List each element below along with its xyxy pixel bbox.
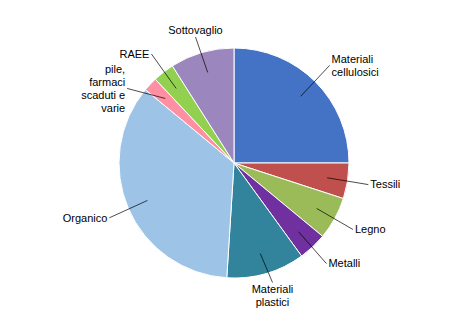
label-line: varie bbox=[101, 102, 125, 114]
label-line: Materiali bbox=[332, 53, 374, 65]
label-line: farmaci bbox=[89, 76, 125, 88]
slice-label: RAEE bbox=[119, 48, 149, 60]
slice-label: Sottovaglio bbox=[168, 24, 222, 36]
leader-line bbox=[317, 208, 353, 229]
slice-label: Tessili bbox=[370, 178, 400, 190]
slice-label: pile,farmaciscaduti evarie bbox=[81, 63, 125, 114]
label-line: RAEE bbox=[119, 48, 149, 60]
label-line: Legno bbox=[355, 223, 386, 235]
labels: MaterialicellulosiciTessiliLegnoMetalliM… bbox=[63, 24, 401, 308]
label-line: Sottovaglio bbox=[168, 24, 222, 36]
label-line: Organico bbox=[63, 212, 108, 224]
leader-line bbox=[195, 37, 207, 72]
label-line: plastici bbox=[256, 296, 290, 308]
label-line: pile, bbox=[105, 63, 125, 75]
leader-line bbox=[260, 254, 272, 283]
pie bbox=[119, 48, 349, 278]
slice bbox=[227, 163, 302, 278]
leader-line bbox=[151, 54, 176, 89]
leader-line bbox=[301, 65, 330, 96]
label-line: scaduti e bbox=[81, 89, 125, 101]
chart: MaterialicellulosiciTessiliLegnoMetalliM… bbox=[0, 0, 468, 326]
label-line: Metalli bbox=[328, 257, 360, 269]
leader-line bbox=[109, 200, 147, 217]
slice-label: Metalli bbox=[328, 257, 360, 269]
leader-line bbox=[327, 178, 368, 185]
slice bbox=[172, 48, 234, 163]
label-line: cellulosici bbox=[332, 66, 379, 78]
slice-label: Materialiplastici bbox=[252, 283, 294, 308]
label-line: Tessili bbox=[370, 178, 400, 190]
leader-line bbox=[299, 232, 327, 264]
leader-line bbox=[127, 88, 165, 98]
slice-label: Organico bbox=[63, 212, 108, 224]
slice-label: Legno bbox=[355, 223, 386, 235]
slice-label: Materialicellulosici bbox=[332, 53, 379, 78]
label-line: Materiali bbox=[252, 283, 294, 295]
